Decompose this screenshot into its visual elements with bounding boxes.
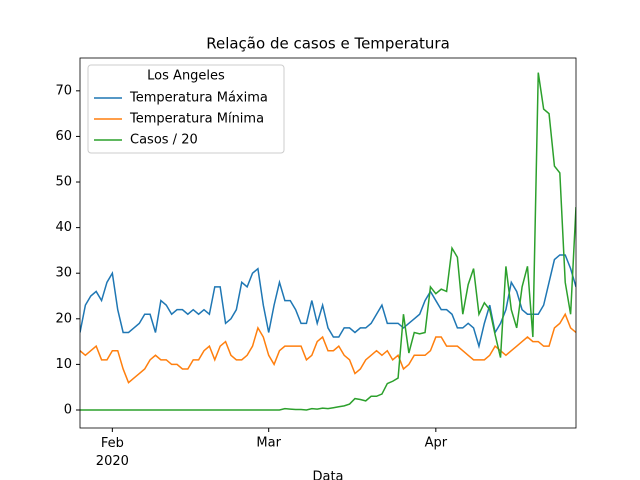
y-tick-label: 0 xyxy=(64,402,72,417)
y-tick-label: 20 xyxy=(55,311,72,326)
legend-label: Temperatura Mínima xyxy=(129,112,264,127)
legend-box xyxy=(87,64,285,154)
series-line xyxy=(80,72,576,411)
x-tick-label-line: 2020 xyxy=(96,454,129,469)
y-tick-label: 30 xyxy=(55,266,72,281)
y-tick-label: 60 xyxy=(55,129,72,144)
legend-label: Temperatura Máxima xyxy=(129,91,268,106)
y-tick-label: 70 xyxy=(55,83,72,98)
legend-label: Casos / 20 xyxy=(130,133,198,148)
y-tick-label: 10 xyxy=(55,357,72,372)
plot-frame xyxy=(79,57,577,429)
y-tick-label: 40 xyxy=(55,220,72,235)
x-axis-label: Data xyxy=(312,470,343,480)
x-tick-label: Apr xyxy=(425,436,448,451)
y-tick-label: 50 xyxy=(55,175,72,190)
series-line xyxy=(80,312,576,384)
x-tick-label: Feb 2020 xyxy=(96,436,129,469)
chart-title: Relação de casos e Temperatura xyxy=(206,35,450,53)
x-tick-label-line: Feb xyxy=(101,436,124,451)
x-tick-label: Mar xyxy=(256,436,281,451)
legend-title: Los Angeles xyxy=(147,69,225,84)
